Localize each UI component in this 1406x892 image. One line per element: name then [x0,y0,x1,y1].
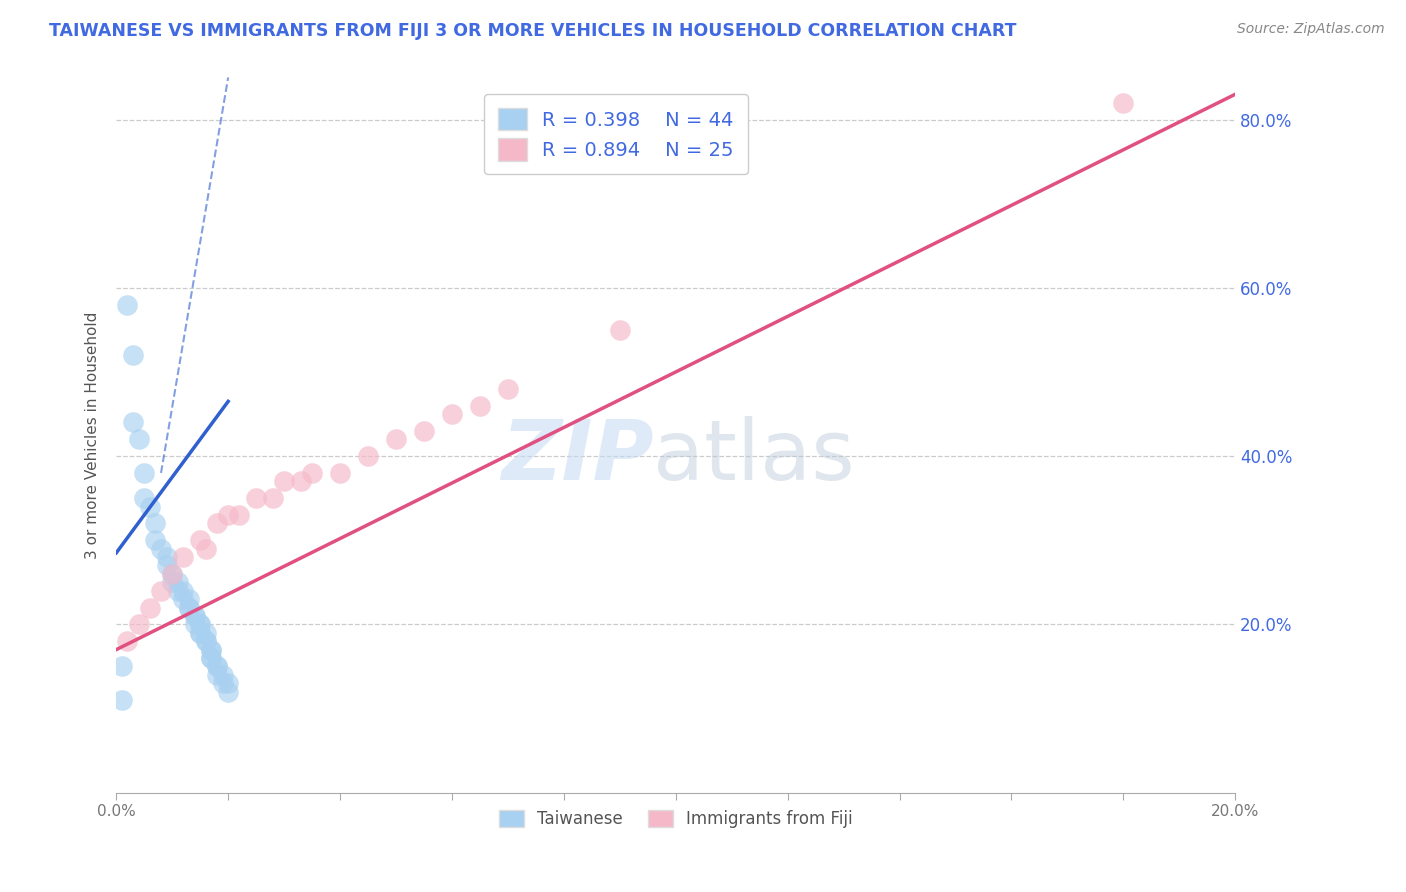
Point [205,516,228,531]
Point [122,416,145,430]
Point [183,609,205,624]
Point [217,508,239,522]
Point [172,550,194,565]
Point [160,575,183,590]
Point [128,617,150,632]
Point [205,659,228,673]
Legend: Taiwanese, Immigrants from Fiji: Taiwanese, Immigrants from Fiji [492,803,859,834]
Point [111,693,134,707]
Point [156,550,179,565]
Point [205,668,228,682]
Point [183,609,205,624]
Point [290,475,312,489]
Point [177,592,200,607]
Point [211,676,233,690]
Point [139,500,162,514]
Point [177,600,200,615]
Point [385,432,408,446]
Point [329,466,352,480]
Point [150,583,173,598]
Point [188,617,211,632]
Point [200,642,222,657]
Point [413,424,436,438]
Point [205,659,228,673]
Point [245,491,267,505]
Text: Source: ZipAtlas.com: Source: ZipAtlas.com [1237,22,1385,37]
Point [301,466,323,480]
Point [228,508,250,522]
Point [177,600,200,615]
Point [211,668,233,682]
Point [122,348,145,362]
Point [194,541,217,556]
Text: TAIWANESE VS IMMIGRANTS FROM FIJI 3 OR MORE VEHICLES IN HOUSEHOLD CORRELATION CH: TAIWANESE VS IMMIGRANTS FROM FIJI 3 OR M… [49,22,1017,40]
Point [166,583,188,598]
Text: atlas: atlas [654,416,855,497]
Point [139,600,162,615]
Point [145,516,167,531]
Point [200,651,222,665]
Point [183,617,205,632]
Point [468,399,491,413]
Point [156,558,179,573]
Point [111,659,134,673]
Point [134,491,156,505]
Point [117,634,139,648]
Point [172,592,194,607]
Text: ZIP: ZIP [501,416,654,497]
Point [160,566,183,581]
Point [194,634,217,648]
Point [128,432,150,446]
Point [172,583,194,598]
Point [117,298,139,312]
Point [188,533,211,548]
Point [609,323,631,337]
Point [188,625,211,640]
Point [166,575,188,590]
Point [194,625,217,640]
Point [200,651,222,665]
Point [150,541,173,556]
Point [188,625,211,640]
Point [496,382,519,396]
Point [188,617,211,632]
Point [273,475,295,489]
Point [134,466,156,480]
Point [217,676,239,690]
Point [160,566,183,581]
Point [357,449,380,463]
Y-axis label: 3 or more Vehicles in Household: 3 or more Vehicles in Household [86,311,100,558]
Point [217,684,239,698]
Point [145,533,167,548]
Point [1112,95,1135,110]
Point [194,634,217,648]
Point [440,407,463,421]
Point [262,491,284,505]
Point [200,642,222,657]
